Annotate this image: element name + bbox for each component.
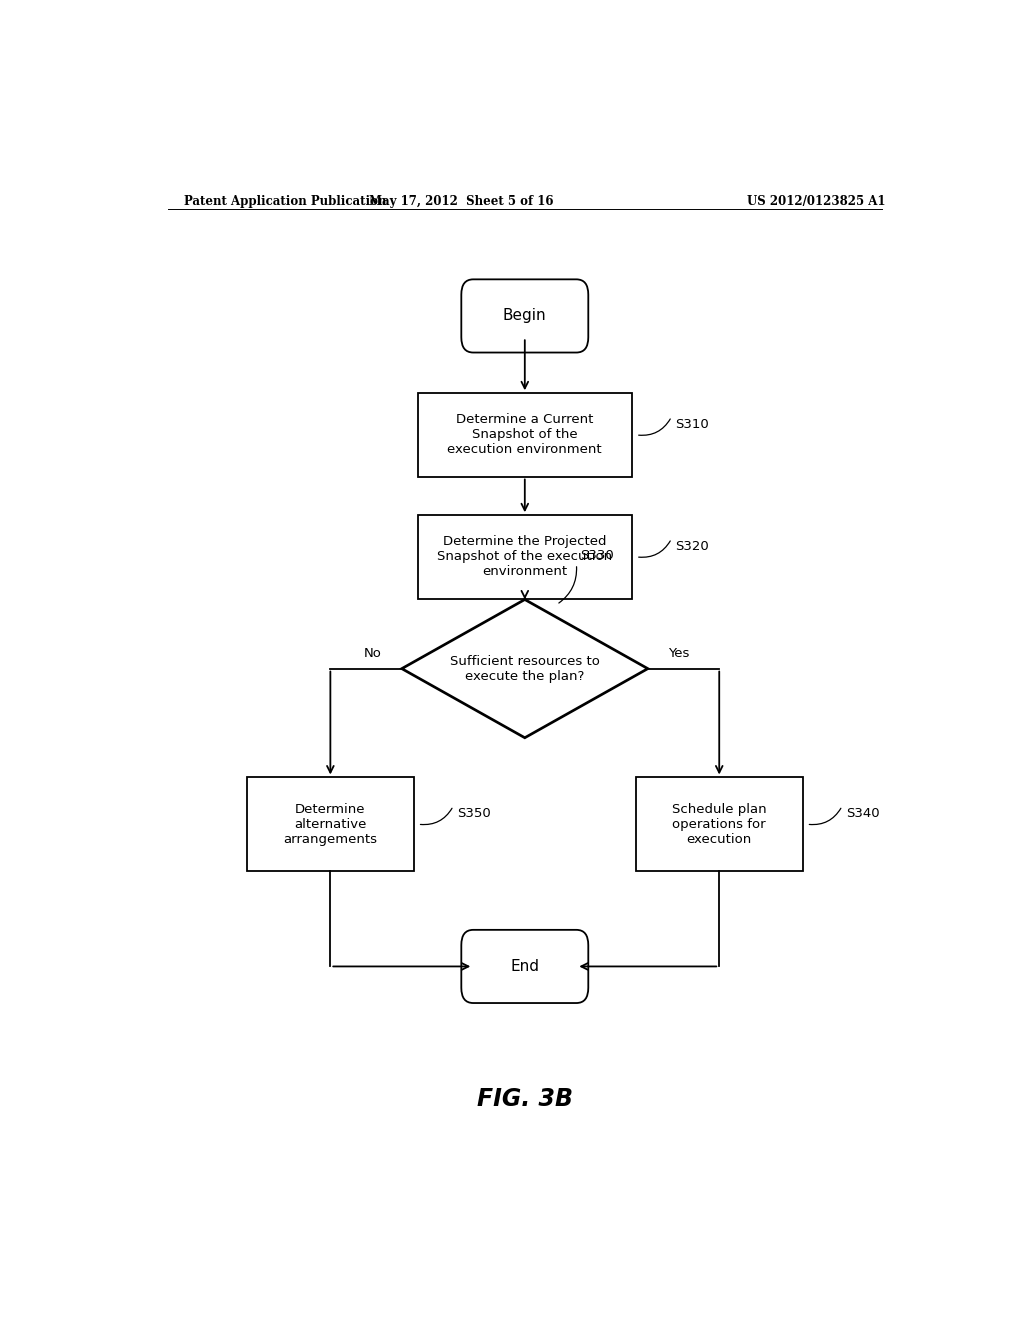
Text: Schedule plan
operations for
execution: Schedule plan operations for execution [672, 803, 767, 846]
Text: Determine the Projected
Snapshot of the execution
environment: Determine the Projected Snapshot of the … [437, 536, 612, 578]
Text: Begin: Begin [503, 309, 547, 323]
FancyBboxPatch shape [461, 929, 588, 1003]
Text: S320: S320 [676, 540, 710, 553]
Text: S330: S330 [581, 549, 614, 562]
Text: S340: S340 [846, 808, 880, 821]
Bar [247, 777, 414, 871]
Polygon shape [401, 599, 648, 738]
Text: End: End [510, 958, 540, 974]
Text: S350: S350 [458, 808, 492, 821]
Text: Determine a Current
Snapshot of the
execution environment: Determine a Current Snapshot of the exec… [447, 413, 602, 457]
FancyBboxPatch shape [461, 280, 588, 352]
Text: Patent Application Publication: Patent Application Publication [183, 194, 386, 207]
Text: Sufficient resources to
execute the plan?: Sufficient resources to execute the plan… [450, 655, 600, 682]
Text: US 2012/0123825 A1: US 2012/0123825 A1 [748, 194, 886, 207]
Text: FIG. 3B: FIG. 3B [477, 1086, 572, 1110]
Text: S310: S310 [676, 418, 710, 432]
Bar [418, 393, 632, 477]
Text: Yes: Yes [668, 647, 689, 660]
Text: Determine
alternative
arrangements: Determine alternative arrangements [284, 803, 378, 846]
Text: May 17, 2012  Sheet 5 of 16: May 17, 2012 Sheet 5 of 16 [369, 194, 554, 207]
Text: No: No [365, 647, 382, 660]
Bar [418, 515, 632, 598]
Bar [636, 777, 803, 871]
